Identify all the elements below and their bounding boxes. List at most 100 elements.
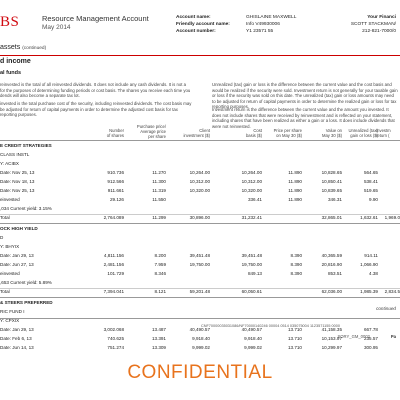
cell-pps: 11.890 — [288, 170, 302, 175]
continued-note: continued — [376, 306, 396, 311]
cell-gl: 519.65 — [363, 188, 378, 193]
cell-client: 39,451.48 — [189, 253, 210, 258]
cell-value: 32,865.01 — [321, 215, 342, 220]
cell-value: 20,816.90 — [321, 262, 342, 267]
table-row: Date: Nov 25, 13 910.736 11.270 10,264.00 10… — [0, 170, 400, 179]
fund-name-text: OCK HIGH YIELD — [0, 226, 38, 231]
cell-price: 13.487 — [151, 327, 166, 332]
col-header-unrealized: Unrealized (tax) gain or loss ($) — [348, 128, 378, 138]
cell-cost: 9,999.02 — [244, 345, 262, 350]
col-header-value: Value on May 30 ($) — [321, 128, 342, 138]
cell-ret: 1,969.0 — [384, 215, 400, 220]
fund-symbol-text: Y: ACIBX — [0, 161, 19, 166]
cell-value: 853.51 — [327, 271, 342, 276]
cell-shares: 29.126 — [109, 197, 124, 202]
cell-price: 7.959 — [154, 262, 167, 267]
document-title: Resource Management Account — [42, 14, 149, 23]
row-label: Total — [0, 215, 10, 220]
cell-cost: 10,264.00 — [241, 170, 262, 175]
cell-pps: 13.710 — [287, 345, 302, 350]
row-divider — [0, 214, 400, 215]
cell-gl: 1,632.61 — [360, 215, 378, 220]
table-row: Date: Feb 6, 13 740.625 13.391 9,918.40 9,91… — [0, 336, 400, 345]
cell-shares: 912.566 — [107, 179, 124, 184]
cell-cost: 40,490.57 — [241, 327, 262, 332]
cell-gl: 4.38 — [369, 271, 378, 276]
cell-client: 30,896.00 — [189, 215, 210, 220]
table-row: einvested 101.729 8.346 849.13 8.390 853.51 4.… — [0, 271, 400, 280]
section-mutual-funds: al funds — [0, 70, 22, 76]
row-label: Date: Jun 14, 13 — [0, 345, 34, 350]
row-label: Date: Jun 27, 13 — [0, 262, 34, 267]
fund-symbol: Y: CPXIX — [0, 318, 400, 327]
cell-client: 10,264.00 — [189, 170, 210, 175]
fund-name-text: & STEERS PREFERRED — [0, 300, 53, 305]
account-labels: Account name: Friendly account name: Acc… — [176, 14, 230, 35]
friendly-name-label: Friendly account name: — [176, 22, 230, 27]
cell-shares: 740.625 — [107, 336, 124, 341]
cell-client: 19,750.00 — [189, 262, 210, 267]
cell-cost: 60,050.61 — [241, 289, 262, 294]
cell-cost: 849.13 — [247, 271, 262, 276]
fund-class-text: CLASS INSTL — [0, 152, 30, 157]
note-investment-return: Investment return is the difference betw… — [212, 107, 395, 129]
row-label: Total — [0, 289, 10, 294]
fund-class: CLASS INSTL — [0, 152, 400, 161]
cell-shares: 910.736 — [107, 170, 124, 175]
fund-name-text: E CREDIT STRATEGIES — [0, 143, 52, 148]
cell-value: 62,036.00 — [321, 289, 342, 294]
cell-gl: 564.65 — [363, 170, 378, 175]
col-header-price-may: Price per share on May 30 ($) — [273, 128, 302, 138]
fund-class: D — [0, 235, 400, 244]
cell-shares: 751.274 — [107, 345, 124, 350]
total-row: Total 2,764.089 11.299 30,896.00 31,232.41 32… — [0, 215, 400, 224]
cell-client: 59,201.48 — [189, 289, 210, 294]
cell-price: 8.121 — [154, 289, 167, 294]
cell-price: 11.270 — [152, 170, 166, 175]
cell-gl: 914.11 — [364, 253, 378, 258]
cell-shares: 911.661 — [107, 188, 124, 193]
cell-cost: 9,918.40 — [244, 336, 262, 341]
cell-shares: 4,811.156 — [103, 253, 124, 258]
cell-value: 41,158.35 — [321, 327, 342, 332]
page-label: Pa — [390, 334, 396, 339]
row-label: Date: Feb 6, 13 — [0, 336, 32, 341]
total-row: Total 7,394.041 8.121 59,201.48 60,050.61 62,… — [0, 289, 400, 298]
row-label: Date: Jan 29, 13 — [0, 253, 34, 258]
section-assets: assets (continued) — [0, 44, 46, 51]
cell-value: 10,153.97 — [321, 336, 342, 341]
cell-cost: 10,312.00 — [241, 179, 262, 184]
table-row: einvested 29.126 11.550 336.41 11.890 346.31 9… — [0, 197, 400, 206]
fund-class-text: D — [0, 235, 4, 240]
table-header-rule — [0, 140, 400, 141]
cell-price: 8.200 — [154, 253, 167, 258]
cell-price: 13.391 — [151, 336, 166, 341]
advisor-title: Your Financi — [367, 15, 396, 20]
cell-client: 40,490.57 — [189, 327, 210, 332]
fund-class: RIC FUND I — [0, 309, 400, 318]
cell-pps: 13.710 — [287, 327, 302, 332]
cell-pps: 11.890 — [288, 179, 302, 184]
row-divider — [0, 297, 400, 298]
current-yield: ,653 Current yield: 5.89% — [0, 280, 400, 289]
cell-pps: 13.710 — [287, 336, 302, 341]
statement-date: May 2014 — [42, 24, 71, 31]
cell-price: 11.550 — [152, 197, 166, 202]
cell-price: 8.346 — [154, 271, 167, 276]
cell-cost: 31,232.41 — [241, 215, 262, 220]
table-row: Date: Jan 29, 13 3,002.068 13.487 40,490.57… — [0, 327, 400, 336]
fund-class-text: RIC FUND I — [0, 309, 25, 314]
divider — [0, 55, 400, 56]
cell-shares: 2,481.156 — [103, 262, 124, 267]
footer-rule — [0, 318, 400, 319]
row-divider — [0, 223, 400, 224]
cell-value: 40,365.59 — [321, 253, 342, 258]
account-number-label: Account number: — [176, 29, 216, 34]
table-row: Date: Nov 18, 13 912.566 11.300 10,312.00 10… — [0, 179, 400, 188]
cell-ret: 2,834.5 — [384, 289, 400, 294]
cell-shares: 2,764.089 — [103, 215, 124, 220]
cell-gl: 300.95 — [363, 345, 378, 350]
ubs-logo: BS — [0, 14, 20, 30]
financial-advisor: Your Financi SCOTT STACKMAN/ 212-821-700… — [351, 14, 396, 35]
cell-gl: 1,985.39 — [360, 289, 378, 294]
